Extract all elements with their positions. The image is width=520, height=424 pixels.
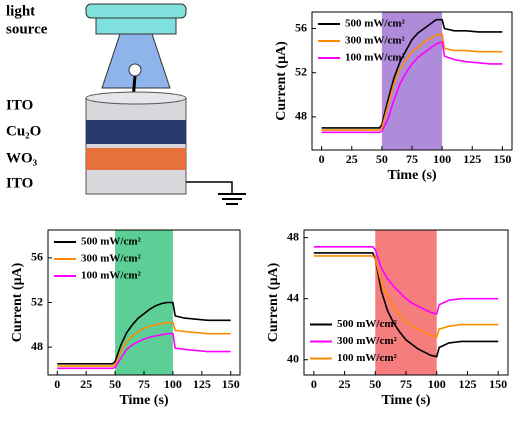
series-line (57, 301, 231, 365)
x-tick-label: 50 (369, 377, 381, 391)
x-tick-label: 0 (311, 377, 317, 391)
label: light (6, 3, 35, 19)
x-tick-label: 25 (346, 152, 358, 166)
label: source (6, 21, 48, 37)
ground-wire (186, 181, 233, 194)
layer-label: Cu₂O (6, 123, 41, 139)
y-axis-label: Current (μA) (10, 262, 25, 342)
x-tick-label: 25 (80, 377, 92, 391)
y-axis-label: Current (μA) (274, 41, 289, 121)
y-tick-label: 48 (295, 109, 307, 123)
layer-label: ITO (6, 97, 33, 113)
lamp-body (95, 17, 177, 35)
x-tick-label: 125 (458, 377, 476, 391)
cell-top (85, 91, 187, 105)
chart: 0 25 50 75 100 125 150 40 44 48 Time (s) Current (μ… (266, 229, 509, 408)
y-tick-label: 56 (295, 20, 307, 34)
cell (85, 97, 187, 195)
x-tick-label: 75 (400, 377, 412, 391)
series-line (321, 33, 503, 131)
chart: 0 25 50 75 100 125 150 48 52 56 Time (s) Current (μ… (274, 11, 513, 183)
x-tick-label: 150 (222, 377, 240, 391)
x-tick-label: 100 (164, 377, 182, 391)
legend-label: 300 mW/cm² (337, 335, 398, 347)
x-tick-label: 50 (109, 377, 121, 391)
x-tick-label: 125 (193, 377, 211, 391)
x-tick-label: 25 (339, 377, 351, 391)
legend-label: 100 mW/cm² (81, 270, 142, 282)
x-tick-label: 75 (138, 377, 150, 391)
y-tick-label: 48 (31, 339, 43, 353)
x-tick-label: 0 (319, 152, 325, 166)
legend-label: 500 mW/cm² (345, 18, 406, 30)
legend-label: 300 mW/cm² (345, 35, 406, 47)
series-line (57, 321, 231, 367)
legend-label: 500 mW/cm² (81, 236, 142, 248)
x-tick-label: 150 (493, 152, 511, 166)
series-line (321, 40, 503, 134)
x-tick-label: 75 (406, 152, 418, 166)
plot-frame (311, 11, 513, 151)
y-tick-label: 40 (287, 351, 299, 365)
bulb (128, 63, 142, 77)
plot-frame (47, 229, 241, 376)
x-axis-label: Time (s) (387, 168, 436, 183)
cu2o-layer (86, 120, 186, 144)
device-diagram: light source ITO Cu₂O WO₃ ITO (6, 3, 246, 205)
y-axis-label: Current (μA) (266, 262, 281, 342)
highlight-band (381, 12, 443, 150)
series-line (57, 332, 231, 370)
lamp-cap (85, 3, 187, 19)
wo3-layer (86, 148, 186, 170)
x-tick-label: 125 (463, 152, 481, 166)
y-tick-label: 52 (31, 294, 43, 308)
x-tick-label: 50 (376, 152, 388, 166)
x-tick-label: 150 (489, 377, 507, 391)
x-tick-label: 0 (54, 377, 60, 391)
x-tick-label: 100 (428, 377, 446, 391)
x-axis-label: Time (s) (381, 393, 430, 408)
series-line (313, 246, 499, 315)
chart: 0 25 50 75 100 125 150 48 52 56 Time (s) Current (μ… (10, 229, 241, 408)
y-tick-label: 52 (295, 64, 307, 78)
x-tick-label: 100 (433, 152, 451, 166)
y-tick-label: 44 (287, 290, 299, 304)
legend-label: 100 mW/cm² (337, 352, 398, 364)
plot-frame (303, 229, 509, 376)
series-line (313, 255, 499, 338)
series-line (321, 18, 503, 129)
legend-label: 100 mW/cm² (345, 52, 406, 64)
series-line (313, 252, 499, 358)
light-cone (101, 33, 171, 89)
x-axis-label: Time (s) (119, 393, 168, 408)
y-tick-label: 48 (287, 229, 299, 243)
layer-label: ITO (6, 175, 33, 191)
legend-label: 500 mW/cm² (337, 318, 398, 330)
y-tick-label: 56 (31, 250, 43, 264)
layer-label: WO₃ (6, 150, 38, 166)
legend-label: 300 mW/cm² (81, 253, 142, 265)
